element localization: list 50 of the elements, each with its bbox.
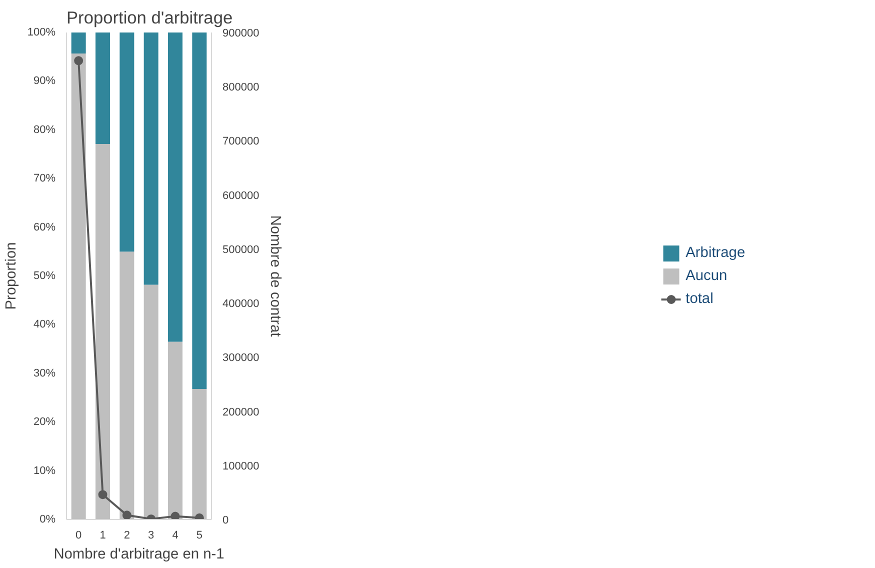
y-tick-label: 30% <box>33 367 56 380</box>
y-tick-label: 40% <box>33 318 56 331</box>
x-tick-label: 1 <box>100 530 106 542</box>
bar <box>168 342 182 520</box>
y-tick-label: 10% <box>33 464 56 477</box>
bar <box>144 32 158 285</box>
legend-label: total <box>686 290 714 306</box>
x-tick-label: 0 <box>76 530 82 542</box>
x-tick-label: 5 <box>196 530 202 542</box>
x-tick-label: 4 <box>172 530 178 542</box>
bar <box>120 32 134 252</box>
y2-axis-title: Nombre de contrat <box>267 215 284 337</box>
y-tick-label: 60% <box>33 221 56 234</box>
y2-tick-label: 200000 <box>222 406 260 418</box>
y2-tick-label: 900000 <box>222 28 260 40</box>
y2-tick-label: 800000 <box>222 82 260 94</box>
x-axis-title: Nombre d'arbitrage en n-1 <box>54 546 224 562</box>
y-tick-label: 0% <box>40 514 56 526</box>
y2-tick-label: 600000 <box>222 190 260 202</box>
bar <box>120 252 134 520</box>
point <box>98 490 108 500</box>
bar <box>192 388 207 520</box>
y-tick-label: 100% <box>27 26 56 38</box>
y-tick-label: 70% <box>33 172 56 185</box>
y2-tick-label: 0 <box>222 514 229 526</box>
y-tick-label: 90% <box>33 75 56 88</box>
bar <box>192 32 207 389</box>
y-tick-label: 50% <box>33 270 56 282</box>
y2-tick-label: 500000 <box>222 244 260 256</box>
y2-tick-label: 400000 <box>222 298 260 310</box>
y2-tick-label: 300000 <box>222 352 260 364</box>
y2-tick-label: 700000 <box>222 136 260 148</box>
chart-title: Proportion d'arbitrage <box>66 8 233 28</box>
bar <box>96 32 110 144</box>
y-tick-label: 80% <box>33 124 56 136</box>
legend-label: Aucun <box>686 268 728 284</box>
y-tick-label: 20% <box>33 416 56 428</box>
point <box>122 510 132 520</box>
point <box>74 56 84 66</box>
bar <box>71 53 86 520</box>
bar <box>96 144 110 520</box>
x-tick-label: 2 <box>124 530 130 542</box>
point <box>170 512 180 520</box>
legend-label: Arbitrage <box>686 244 746 260</box>
bar <box>168 32 182 342</box>
bar <box>71 32 86 54</box>
bar <box>144 284 158 520</box>
y-axis-title: Proportion <box>3 242 20 310</box>
y2-tick-label: 100000 <box>222 460 260 472</box>
x-tick-label: 3 <box>148 530 154 542</box>
